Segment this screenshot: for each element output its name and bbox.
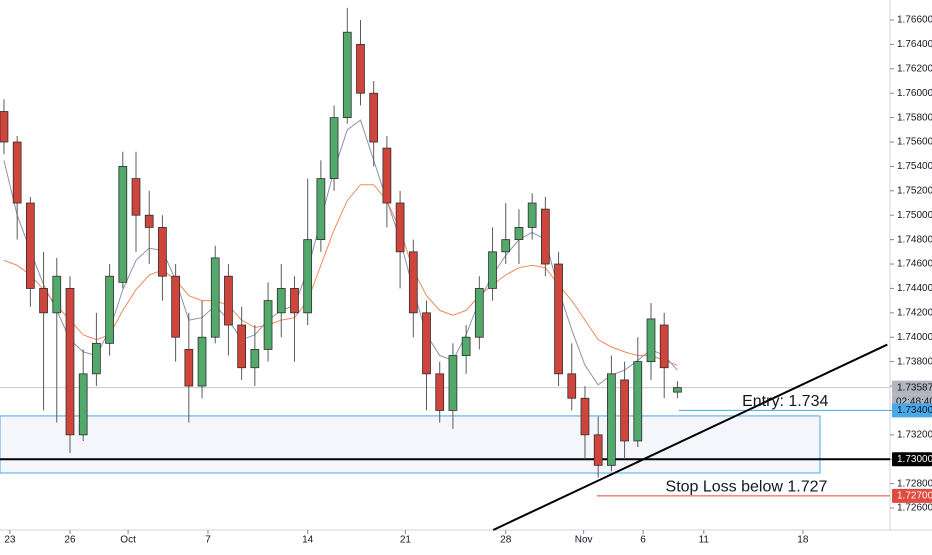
candle-body [0, 111, 9, 143]
y-tick-label: 1.74200 [897, 307, 932, 318]
moving-average [3, 119, 678, 386]
x-tick-label: 21 [400, 535, 412, 546]
candle-body [342, 31, 352, 119]
candle-body [92, 342, 101, 375]
x-tick-label: 6 [640, 535, 646, 546]
candle-body [131, 178, 141, 216]
price-label-box [892, 380, 932, 395]
y-tick-label: 1.75000 [897, 210, 932, 221]
candle-body [514, 227, 524, 241]
y-tick-label: 1.76200 [897, 63, 932, 74]
trendline [492, 343, 888, 531]
x-tick-label: 23 [4, 535, 16, 546]
y-tick-label: 1.75600 [897, 137, 932, 148]
candle-body [408, 251, 418, 314]
price-label: 1.73400 [897, 405, 932, 416]
candle-body [474, 288, 484, 338]
candle-body [12, 141, 22, 204]
y-tick-label: 1.74000 [897, 332, 932, 343]
candle-body [501, 239, 511, 253]
y-tick-label: 1.72600 [897, 503, 932, 514]
candle-body [290, 288, 299, 314]
annotation: Entry: 1.734 [742, 393, 828, 410]
x-tick-label: 18 [797, 535, 809, 546]
x-tick-label: 26 [64, 535, 76, 546]
price-label-box [892, 488, 932, 503]
price-label: 1.73000 [897, 454, 932, 465]
candle-body [567, 373, 577, 399]
candle-body [448, 355, 458, 411]
candle-body [276, 288, 286, 314]
candle-body [540, 208, 550, 265]
y-tick-label: 1.73800 [897, 356, 932, 367]
candle-body [435, 373, 445, 411]
y-tick-label: 1.74600 [897, 259, 932, 270]
moving-average [3, 184, 678, 366]
candle-body [659, 324, 669, 369]
candle-body [316, 178, 326, 241]
candle-body [369, 92, 379, 143]
candle-body [633, 361, 643, 442]
candle-body [263, 300, 273, 350]
candle-body [210, 257, 220, 338]
candle-body [554, 263, 563, 375]
candle-body [250, 349, 260, 369]
y-tick-label: 1.74400 [897, 283, 932, 294]
candle-body [527, 202, 537, 228]
x-tick-label: 11 [699, 535, 710, 546]
x-tick-label: Nov [575, 535, 593, 546]
candle-body [224, 275, 233, 326]
candle-body [237, 324, 247, 369]
candle-body [197, 336, 207, 387]
candle-body [620, 379, 629, 442]
candle-body [52, 275, 62, 314]
candle-body [382, 147, 392, 204]
countdown: 02:48:40 [896, 396, 932, 407]
candle-body [488, 251, 497, 289]
candle-body [184, 349, 194, 387]
candle-body [78, 373, 88, 436]
y-tick-label: 1.76600 [897, 15, 932, 26]
candle-body [646, 318, 656, 363]
zone [0, 415, 821, 474]
y-tick-label: 1.76400 [897, 39, 932, 50]
y-tick-label: 1.75400 [897, 161, 932, 172]
candle-body [356, 44, 365, 94]
x-tick-label: 28 [500, 535, 512, 546]
y-tick-label: 1.73200 [897, 429, 932, 440]
y-tick-label: 1.72800 [897, 478, 932, 489]
candle-body [105, 275, 114, 344]
candle-body [26, 202, 35, 289]
candle-body [422, 312, 431, 375]
x-tick-label: 7 [205, 535, 211, 546]
candle-body [158, 227, 167, 277]
y-tick-label: 1.76000 [897, 88, 932, 99]
candle-body [395, 202, 405, 253]
price-label: 1.73587 [897, 382, 932, 393]
candle-body [329, 117, 339, 180]
x-tick-label: 14 [302, 535, 314, 546]
price-label-box [892, 452, 932, 467]
y-tick-label: 1.75800 [897, 112, 932, 123]
candle-body [171, 275, 180, 338]
candle-body [593, 434, 603, 466]
price-label: 1.72700 [897, 490, 932, 501]
candle-body [144, 214, 154, 228]
y-tick-label: 1.75200 [897, 185, 932, 196]
price-label-box [892, 403, 932, 418]
candle-body [65, 288, 75, 436]
candle-body [303, 239, 313, 314]
candle-body [461, 336, 471, 356]
annotation: Stop Loss below 1.727 [666, 479, 828, 496]
y-tick-label: 1.74800 [897, 234, 932, 245]
x-tick-label: Oct [120, 535, 136, 546]
candle-body [118, 166, 128, 283]
candle-body [39, 288, 48, 314]
candle-body [580, 397, 590, 436]
candle-body [673, 387, 682, 393]
candle-body [607, 373, 616, 466]
